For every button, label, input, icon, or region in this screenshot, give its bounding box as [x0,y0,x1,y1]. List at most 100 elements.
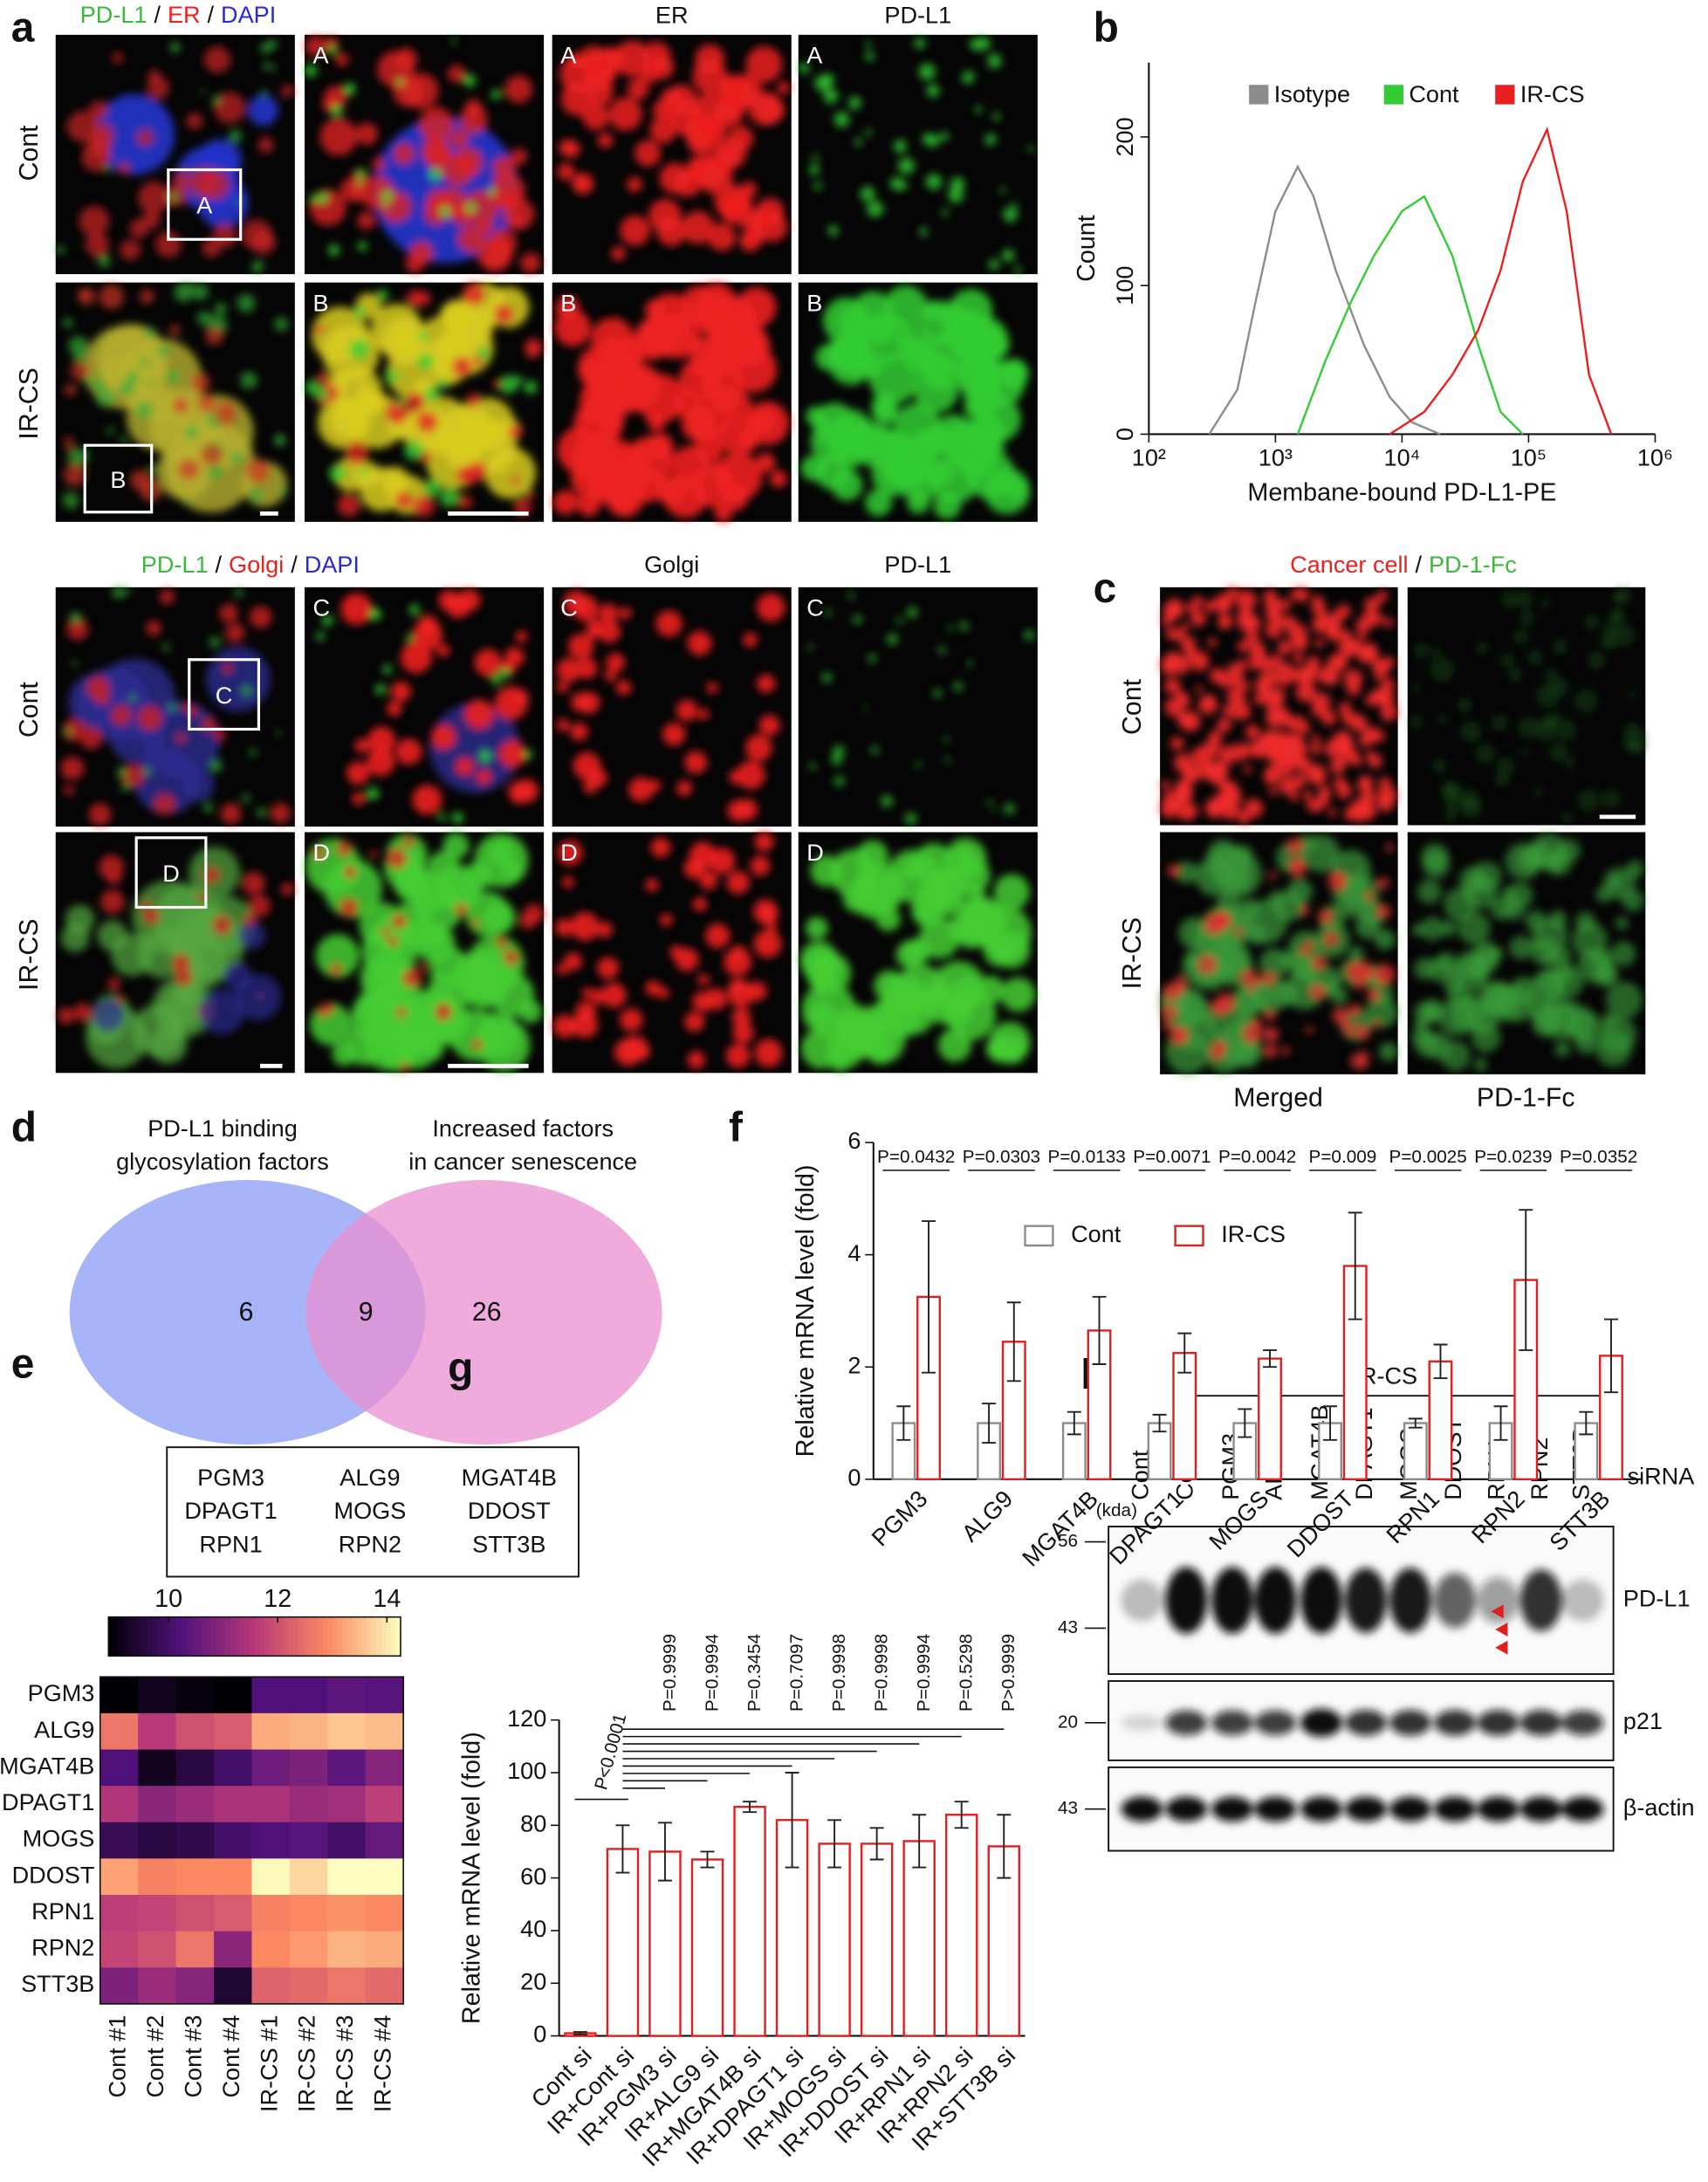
blob [417,353,434,370]
blob [1366,645,1376,655]
bar [1428,1360,1453,1481]
gene: PGM3 [197,1464,264,1491]
header-part: PD-L1 [80,1,147,28]
blob [1211,1040,1227,1056]
blob [412,495,435,518]
blob [1272,981,1299,1006]
blob [72,660,79,666]
blob [464,202,477,214]
column-label: ER [655,1,689,28]
heat-cell [214,1822,253,1860]
column-label: Cont #3 [179,2015,206,2098]
blob [564,952,583,971]
blob [175,969,193,987]
blob [1500,591,1518,608]
blob [1374,614,1384,624]
heat-cell [251,1712,291,1751]
blob [457,224,486,253]
blob [1238,898,1260,921]
micrograph-texture [800,285,1031,519]
blob [1533,786,1543,797]
micrograph-texture [305,36,541,273]
blob [510,214,525,230]
blob [759,906,778,925]
blob [191,284,209,301]
heat-cell [99,1895,139,1932]
heat-cell [289,1677,328,1714]
blob [85,232,110,257]
blob [281,84,294,98]
blob [1365,996,1398,1028]
error-bar [1348,1211,1362,1321]
row-label: DDOST [12,1861,95,1888]
blob [210,759,223,772]
blob [915,761,922,768]
blob [127,371,140,383]
blob [1180,635,1197,652]
blob [63,318,73,328]
bar [1488,1422,1513,1481]
blob [1356,800,1376,821]
blob [993,931,1031,969]
blob [395,1007,407,1019]
blob [1615,916,1629,930]
blob [104,166,111,173]
blob [867,1002,896,1033]
blob [462,282,486,306]
blob [1365,751,1375,761]
arrowhead [1495,1623,1508,1636]
blob [824,609,832,616]
blob [1513,628,1529,644]
blob [1329,758,1346,774]
blob [474,648,502,676]
colorbar-step [322,1616,329,1657]
blob [1181,622,1190,632]
blob [1430,648,1441,659]
blob [317,372,329,384]
series-line [1208,164,1441,436]
blob [315,934,360,978]
blob [1339,629,1353,644]
blob [348,339,370,360]
blob [757,674,776,693]
blob [608,97,642,131]
inset-box [83,443,154,514]
colorbar-step [205,1616,212,1657]
blob [831,753,843,765]
bar [902,1840,936,2037]
blob [524,750,532,759]
blob [339,898,359,917]
blob [402,72,439,109]
blob [807,644,813,650]
inset-label: C [806,594,824,621]
row-label: STT3B [21,1970,94,1997]
error-bar [615,1824,630,1874]
gene: RPN1 [199,1531,262,1558]
blob [220,803,242,825]
blob [810,952,852,994]
blob [1518,717,1540,739]
blob [697,974,710,986]
band [1477,1576,1519,1624]
column-label: IR-CS #2 [293,2015,320,2112]
row-label: Cont [15,125,44,182]
blob [1355,914,1381,939]
blob [129,694,136,702]
blob [381,202,388,208]
blob [1318,909,1334,924]
blob [117,161,131,175]
blob [655,473,688,506]
blob [1237,977,1273,1013]
blob [137,182,170,214]
blob [616,680,632,696]
blob [1410,715,1423,729]
heat-cell [99,1749,139,1787]
heat-cell [138,1712,177,1751]
blob [1432,758,1447,774]
heat-cell [251,1858,291,1896]
blob [344,83,356,95]
blob [821,672,833,683]
blob [438,813,447,821]
blob [1264,1010,1276,1022]
blob [808,1001,837,1030]
